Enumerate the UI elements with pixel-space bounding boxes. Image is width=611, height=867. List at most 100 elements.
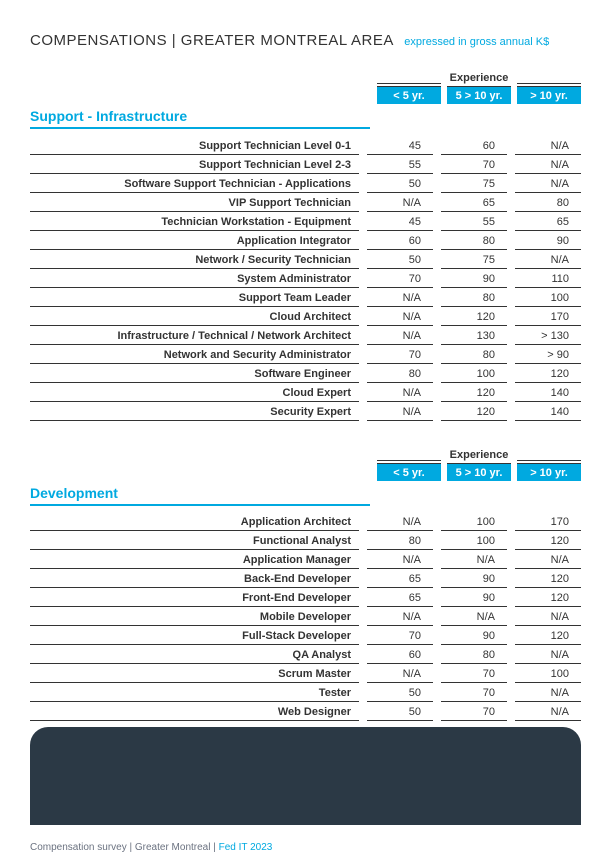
table-row: Application ArchitectN/A100170 [30,512,581,531]
table-row: Cloud ArchitectN/A120170 [30,306,581,325]
table-row: Mobile DeveloperN/AN/AN/A [30,607,581,626]
footer-banner [30,727,581,825]
value-cell: N/A [367,550,433,569]
value-cell: 70 [367,268,433,287]
role-label: Application Integrator [30,230,359,249]
value-cell: N/A [367,325,433,344]
value-cell: 50 [367,173,433,192]
value-cell: N/A [367,382,433,401]
value-cell: N/A [515,607,581,626]
value-cell: 120 [515,531,581,550]
value-cell: 45 [367,211,433,230]
value-cell: 140 [515,382,581,401]
table-row: Technician Workstation - Equipment 45 55 65 [30,211,581,230]
table-row: Support Technician Level 0-14560N/A [30,135,581,154]
table-row: Security ExpertN/A120140 [30,401,581,420]
value-cell: N/A [367,664,433,683]
value-cell: 70 [441,702,507,721]
footer-brand: Fed IT 2023 [219,842,273,853]
role-label: VIP Support Technician [30,192,359,211]
value-cell: 120 [441,382,507,401]
value-cell: 170 [515,512,581,531]
value-cell: 140 [515,401,581,420]
value-cell: 80 [367,363,433,382]
role-label: Support Team Leader [30,287,359,306]
value-cell: 120 [515,626,581,645]
role-label: Mobile Developer [30,607,359,626]
table-row: Application Integrator608090 [30,230,581,249]
value-cell: 65 [515,211,581,230]
value-cell: 55 [441,211,507,230]
table-row: System Administrator7090110 [30,268,581,287]
table-row: QA Analyst6080N/A [30,645,581,664]
table-row: Software Support Technician - Applicatio… [30,173,581,192]
role-label: Front-End Developer [30,588,359,607]
page-title: COMPENSATIONS | GREATER MONTREAL AREA [30,32,394,49]
value-cell: 75 [441,249,507,268]
value-cell: 90 [441,268,507,287]
value-cell: N/A [367,192,433,211]
value-cell: 120 [515,588,581,607]
role-label: Tester [30,683,359,702]
role-label: Cloud Architect [30,306,359,325]
table-row: Front-End Developer 65 90 120 [30,588,581,607]
column-header-1: 5 > 10 yr. [447,86,511,104]
compensation-table: Application ArchitectN/A100170Functional… [30,512,581,722]
value-cell: 90 [441,569,507,588]
page-subtitle: expressed in gross annual K$ [404,36,549,48]
role-label: Technician Workstation - Equipment [30,211,359,230]
value-cell: N/A [367,306,433,325]
role-label: Network and Security Administrator [30,344,359,363]
footer-part-2: Greater Montreal [135,842,211,853]
value-cell: 60 [367,230,433,249]
table-row: VIP Support Technician N/A 65 80 [30,192,581,211]
experience-label: Experience [450,72,509,84]
column-header-0: < 5 yr. [377,86,441,104]
role-label: Infrastructure / Technical / Network Arc… [30,325,359,344]
table-row: Full-Stack Developer7090120 [30,626,581,645]
table-row: Functional Analyst80100120 [30,531,581,550]
table-row: Network and Security Administrator7080> … [30,344,581,363]
value-cell: 70 [441,683,507,702]
value-cell: 100 [441,363,507,382]
value-cell: 55 [367,154,433,173]
table-row: Infrastructure / Technical / Network Arc… [30,325,581,344]
table-row: Support Team LeaderN/A80100 [30,287,581,306]
value-cell: 65 [367,569,433,588]
value-cell: 70 [441,664,507,683]
value-cell: N/A [367,287,433,306]
table-row: Back-End Developer6590120 [30,569,581,588]
value-cell: 65 [441,192,507,211]
role-label: Web Designer [30,702,359,721]
role-label: Support Technician Level 2-3 [30,154,359,173]
value-cell: N/A [515,683,581,702]
value-cell: 90 [441,588,507,607]
column-header-2: > 10 yr. [517,86,581,104]
role-label: Network / Security Technician [30,249,359,268]
value-cell: 80 [515,192,581,211]
table-row: Cloud ExpertN/A120140 [30,382,581,401]
column-header-2: > 10 yr. [517,463,581,481]
value-cell: 70 [367,344,433,363]
value-cell: N/A [367,512,433,531]
value-cell: N/A [515,135,581,154]
value-cell: 90 [441,626,507,645]
experience-header: Experience < 5 yr. 5 > 10 yr. > 10 yr. [30,72,581,104]
table-row: Software Engineer80100120 [30,363,581,382]
table-row: Support Technician Level 2-35570N/A [30,154,581,173]
value-cell: 65 [367,588,433,607]
footer-text: Compensation survey | Greater Montreal |… [30,842,272,853]
role-label: Support Technician Level 0-1 [30,135,359,154]
value-cell: 100 [515,287,581,306]
role-label: System Administrator [30,268,359,287]
value-cell: > 90 [515,344,581,363]
role-label: Scrum Master [30,664,359,683]
value-cell: 60 [441,135,507,154]
value-cell: N/A [515,154,581,173]
value-cell: 130 [441,325,507,344]
footer-part-1: Compensation survey [30,842,127,853]
table-row: Web Designer5070N/A [30,702,581,721]
value-cell: 75 [441,173,507,192]
value-cell: 80 [441,230,507,249]
role-label: Software Support Technician - Applicatio… [30,173,359,192]
